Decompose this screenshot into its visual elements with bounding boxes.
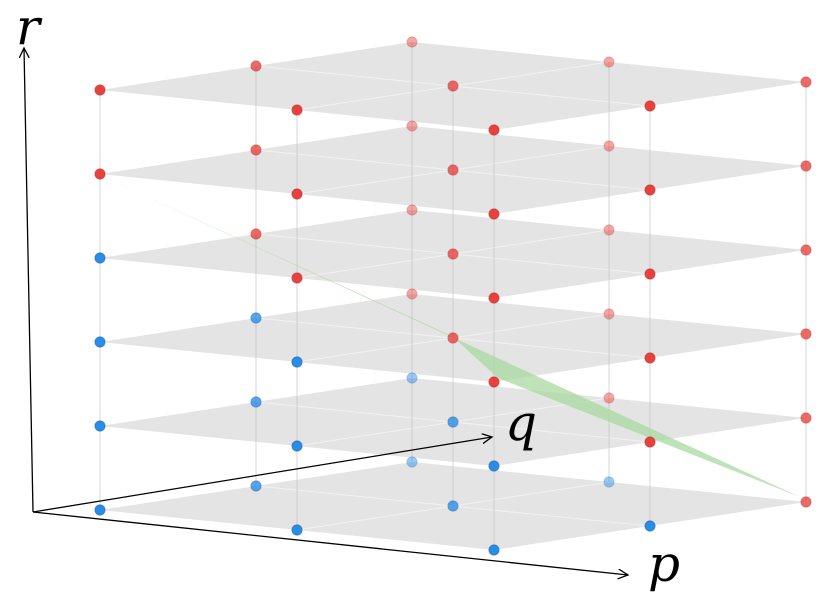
p-axis-line (32, 511, 628, 575)
red-point (603, 224, 615, 236)
red-point (644, 436, 656, 448)
red-point (603, 140, 615, 152)
red-point (250, 228, 262, 240)
red-point (447, 332, 459, 344)
red-point (406, 120, 418, 132)
red-point (447, 164, 459, 176)
q-axis-line (32, 437, 492, 513)
red-point (250, 144, 262, 156)
blue-point (94, 504, 106, 516)
red-point (644, 100, 656, 112)
red-point (447, 80, 459, 92)
red-point (800, 496, 812, 508)
blue-point (406, 456, 418, 468)
red-point (94, 168, 106, 180)
r-axis-line (24, 48, 34, 513)
red-point (250, 60, 262, 72)
q-axis-label: q (505, 394, 537, 452)
red-point (603, 56, 615, 68)
red-point (603, 308, 615, 320)
red-point (488, 208, 500, 220)
blue-point (250, 396, 262, 408)
red-point (800, 160, 812, 172)
blue-point (291, 356, 303, 368)
blue-point (250, 312, 262, 324)
blue-point (644, 520, 656, 532)
r-axis-label: r (16, 0, 43, 56)
blue-point (603, 476, 615, 488)
blue-point (447, 500, 459, 512)
blue-point (406, 372, 418, 384)
red-point (603, 392, 615, 404)
red-point (94, 84, 106, 96)
blue-point (488, 544, 500, 556)
blue-point (250, 480, 262, 492)
red-point (447, 248, 459, 260)
red-point (406, 204, 418, 216)
red-point (800, 244, 812, 256)
axes: r p q (16, 0, 680, 593)
blue-point (488, 460, 500, 472)
red-point (406, 288, 418, 300)
blue-point (94, 336, 106, 348)
vertical-stems (99, 42, 807, 550)
p-axis-label: p (648, 535, 680, 593)
red-point (488, 124, 500, 136)
red-point (644, 352, 656, 364)
red-point (291, 188, 303, 200)
blue-point (291, 440, 303, 452)
lattice-points (94, 36, 812, 556)
red-point (291, 104, 303, 116)
red-point (800, 76, 812, 88)
blue-point (447, 416, 459, 428)
red-point (291, 272, 303, 284)
blue-point (94, 252, 106, 264)
red-point (406, 36, 418, 48)
red-point (644, 184, 656, 196)
red-point (488, 292, 500, 304)
red-point (800, 328, 812, 340)
red-point (800, 412, 812, 424)
blue-point (94, 420, 106, 432)
red-point (488, 376, 500, 388)
red-point (644, 268, 656, 280)
blue-point (291, 524, 303, 536)
